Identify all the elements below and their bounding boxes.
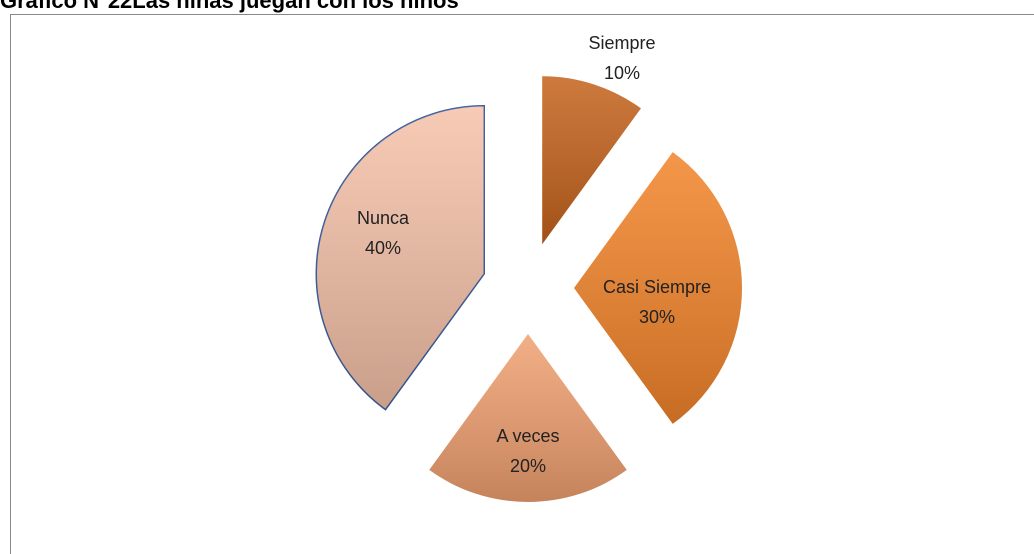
slice-label: Casi Siempre — [603, 277, 711, 297]
slice-value-label: 40% — [365, 238, 401, 258]
slice-value-label: 20% — [510, 456, 546, 476]
slice-shade — [542, 76, 641, 245]
slice-label: Nunca — [357, 208, 410, 228]
slice-shade — [574, 152, 743, 424]
slice-label: Siempre — [588, 33, 655, 53]
slice-value-label: 10% — [604, 63, 640, 83]
slice-shade — [429, 334, 627, 502]
slice-value-label: 30% — [639, 307, 675, 327]
slice-shade — [316, 105, 485, 410]
chart-title: Gráfico N°22Las niñas juegan con los niñ… — [0, 0, 459, 13]
slice-label: A veces — [496, 426, 559, 446]
